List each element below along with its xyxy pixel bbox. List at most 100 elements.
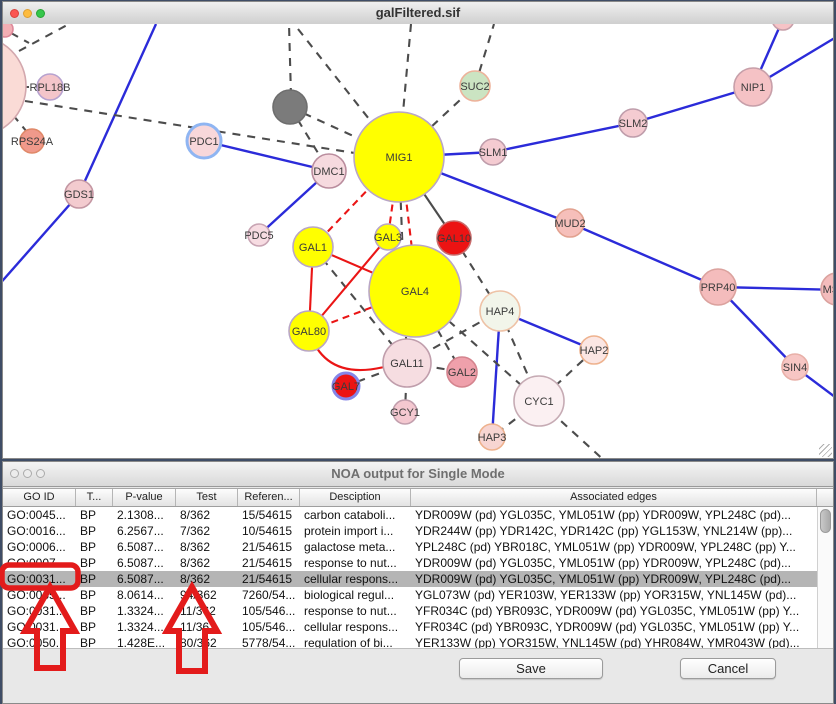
table-row[interactable]: GO:0016... BP 6.2567... 7/362 10/54615 protei…	[3, 523, 817, 539]
cell-associated-edges: YFR034C (pd) YBR093C, YDR009W (pd) YGL03…	[415, 620, 800, 634]
node-SLM2[interactable]: SLM2	[618, 108, 648, 138]
node-topcut[interactable]	[772, 24, 794, 31]
cell-desciption: response to nut...	[304, 604, 397, 618]
node-SLM1[interactable]: SLM1	[479, 138, 508, 166]
node-HAP4[interactable]: HAP4	[479, 290, 521, 332]
network-window-title: galFiltered.sif	[375, 5, 461, 20]
node-label-RPL18B: RPL18B	[30, 82, 71, 94]
node-dark[interactable]	[272, 89, 308, 125]
node-RPS24A[interactable]: RPS24A	[11, 128, 54, 154]
network-graph: RPL18B RPS24A GDS1 PDC1 DMC1 MIG1 SUC2 SLM1 SLM2…	[3, 24, 833, 458]
node-label-HAP3: HAP3	[478, 432, 507, 444]
network-canvas[interactable]: RPL18B RPS24A GDS1 PDC1 DMC1 MIG1 SUC2 SLM1 SLM2…	[3, 24, 833, 458]
edge-pd	[289, 106, 400, 158]
node-CYC1[interactable]: CYC1	[513, 375, 565, 427]
node-GAL7[interactable]: GAL7	[331, 371, 361, 401]
node-PRP40[interactable]: PRP40	[699, 268, 737, 306]
node-GAL80[interactable]: GAL80	[288, 310, 330, 352]
table-row[interactable]: GO:0065... BP 8.0614... 94/362 7260/54... bio…	[3, 587, 817, 603]
cell-referen-: 105/546...	[242, 604, 296, 618]
table-row[interactable]: GO:0031... BP 1.3324... 11/362 105/546... cel…	[3, 619, 817, 635]
node-PDC5[interactable]: PDC5	[244, 223, 274, 247]
cell-referen-: 21/54615	[242, 572, 293, 586]
node-HAP2[interactable]: HAP2	[579, 335, 609, 365]
node-GAL11[interactable]: GAL11	[382, 338, 432, 388]
table-row[interactable]: GO:0031... BP 1.3324... 11/362 105/546... res…	[3, 603, 817, 619]
noa-titlebar[interactable]: NOA output for Single Mode	[3, 462, 833, 487]
cell-p-value: 6.5087...	[117, 540, 164, 554]
node-GAL10[interactable]: GAL10	[436, 220, 472, 256]
node-label-GAL10: GAL10	[437, 233, 471, 245]
node-GAL4[interactable]: GAL4	[368, 244, 462, 338]
edge-pd	[345, 362, 408, 387]
table-header-row: GO ID T... P-value Test Referen... Desciption…	[3, 489, 833, 507]
network-titlebar[interactable]: galFiltered.sif	[3, 2, 833, 25]
node-MUD2[interactable]: MUD2	[554, 208, 586, 238]
network-window: galFiltered.sif RPL18B RPS24A GDS1 PDC1 DMC1…	[2, 1, 834, 459]
node-NIP1[interactable]: NIP1	[733, 67, 773, 107]
node-corner[interactable]	[3, 24, 14, 38]
save-button[interactable]: Save	[459, 658, 603, 679]
node-label-HAP2: HAP2	[580, 345, 609, 357]
node-HAP3[interactable]: HAP3	[478, 423, 507, 451]
cell-desciption: cellular respons...	[304, 620, 399, 634]
cell-t-: BP	[80, 620, 97, 634]
noa-window-title: NOA output for Single Mode	[331, 466, 505, 481]
scrollbar-thumb[interactable]	[820, 509, 831, 533]
cancel-button[interactable]: Cancel	[680, 658, 776, 679]
column-header-t-[interactable]: T...	[76, 489, 113, 506]
column-header-referen-[interactable]: Referen...	[238, 489, 300, 506]
cell-associated-edges: YFR034C (pd) YBR093C, YDR009W (pd) YGL03…	[415, 604, 800, 618]
edge-pd	[18, 24, 70, 52]
table-row[interactable]: GO:0007... BP 6.5087... 8/362 21/54615 respon…	[3, 555, 817, 571]
node-PDC1[interactable]: PDC1	[185, 122, 223, 160]
cell-p-value: 6.2567...	[117, 524, 164, 538]
node-label-DMC1: DMC1	[313, 166, 344, 178]
cell-p-value: 6.5087...	[117, 572, 164, 586]
table-row[interactable]: GO:0045... BP 2.1308... 8/362 15/54615 carbon…	[3, 507, 817, 523]
node-GCY1[interactable]: GCY1	[390, 399, 420, 425]
table-row-selected[interactable]: GO:0031... BP 6.5087... 8/362 21/54615 cellul…	[3, 571, 817, 587]
node-big-left[interactable]	[3, 36, 27, 136]
node-GAL2[interactable]: GAL2	[446, 356, 478, 388]
minimize-icon[interactable]	[23, 469, 32, 478]
edge-pp	[203, 139, 330, 173]
cell-referen-: 105/546...	[242, 620, 296, 634]
close-icon[interactable]	[10, 469, 19, 478]
column-header-test[interactable]: Test	[176, 489, 238, 506]
traffic-lights	[10, 9, 45, 18]
column-header-associated-edges[interactable]: Associated edges	[411, 489, 817, 506]
minimize-icon[interactable]	[23, 9, 32, 18]
node-SIN4[interactable]: SIN4	[781, 353, 809, 381]
column-header-go-id[interactable]: GO ID	[3, 489, 76, 506]
edge-pp	[492, 121, 634, 154]
cell-t-: BP	[80, 508, 97, 522]
column-header-desciption[interactable]: Desciption	[300, 489, 411, 506]
zoom-icon[interactable]	[36, 469, 45, 478]
cell-t-: BP	[80, 636, 97, 650]
node-MIG1[interactable]: MIG1	[353, 111, 445, 203]
table-row[interactable]: GO:0006... BP 6.5087... 8/362 21/54615 galact…	[3, 539, 817, 555]
node-label-NIP1: NIP1	[741, 82, 765, 94]
cell-go-id: GO:0006...	[7, 540, 66, 554]
node-SUC2[interactable]: SUC2	[459, 70, 491, 102]
node-MSL1[interactable]: MSL1	[820, 272, 833, 306]
column-header-p-value[interactable]: P-value	[113, 489, 176, 506]
cell-p-value: 1.3324...	[117, 604, 164, 618]
cell-t-: BP	[80, 572, 97, 586]
cell-referen-: 7260/54...	[242, 588, 296, 602]
close-icon[interactable]	[10, 9, 19, 18]
node-DMC1[interactable]: DMC1	[311, 153, 347, 189]
node-GDS1[interactable]: GDS1	[64, 179, 94, 209]
cell-p-value: 1.3324...	[117, 620, 164, 634]
node-RPL18B[interactable]: RPL18B	[30, 73, 71, 101]
resize-grip[interactable]	[819, 444, 832, 457]
cell-desciption: galactose meta...	[304, 540, 396, 554]
table-scrollbar[interactable]	[817, 507, 833, 651]
cell-test: 11/362	[180, 620, 216, 634]
zoom-icon[interactable]	[36, 9, 45, 18]
node-GAL1[interactable]: GAL1	[292, 226, 334, 268]
node-GAL3[interactable]: GAL3	[374, 223, 402, 251]
edge-pd	[312, 246, 408, 364]
results-table: GO ID T... P-value Test Referen... Desciption…	[3, 488, 833, 651]
